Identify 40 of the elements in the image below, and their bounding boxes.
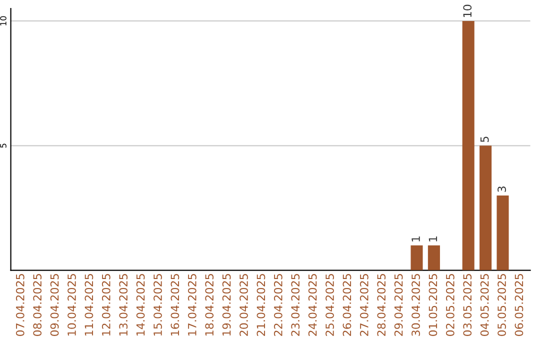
x-tick-label: 22.04.2025 — [274, 274, 282, 336]
x-tick-label: 25.04.2025 — [326, 274, 334, 336]
bar — [462, 20, 474, 270]
x-tick-label: 17.04.2025 — [188, 274, 196, 336]
x-tick-label: 16.04.2025 — [170, 274, 180, 336]
bar — [496, 196, 509, 270]
x-tick-label: 19.04.2025 — [222, 274, 231, 336]
x-tick-label: 11.04.2025 — [84, 274, 94, 336]
bar — [480, 146, 492, 270]
x-tick-label: 13.04.2025 — [119, 274, 128, 336]
x-tick-label: 07.04.2025 — [16, 274, 24, 336]
x-tick-label: 20.04.2025 — [240, 274, 248, 336]
bar — [428, 245, 440, 270]
x-tick-label: 14.04.2025 — [136, 274, 145, 336]
x-tick-label: 15.04.2025 — [154, 274, 162, 336]
data-label: 10 — [463, 4, 472, 17]
x-tick-label: 06.05.2025 — [514, 274, 524, 336]
x-tick-label: 10.04.2025 — [68, 274, 76, 336]
data-label: 1 — [428, 236, 438, 242]
bar — [410, 245, 423, 270]
x-tick-label: 01.05.2025 — [428, 274, 438, 336]
x-tick-label: 26.04.2025 — [342, 274, 352, 336]
x-tick-label: 04.05.2025 — [480, 274, 489, 336]
x-tick-label: 09.04.2025 — [50, 274, 59, 336]
x-tick-label: 08.04.2025 — [33, 274, 42, 336]
data-label: 1 — [412, 236, 420, 242]
x-tick-label: 28.04.2025 — [377, 274, 386, 336]
x-tick-label: 30.04.2025 — [412, 274, 420, 336]
x-tick-label: 02.05.2025 — [446, 274, 454, 336]
data-label: 3 — [498, 186, 506, 192]
x-tick-label: 29.04.2025 — [394, 274, 403, 336]
x-tick-label: 18.04.2025 — [205, 274, 214, 336]
x-tick-label: 03.05.2025 — [463, 274, 472, 336]
x-tick-label: 21.04.2025 — [256, 274, 266, 336]
x-tick-label: 05.05.2025 — [498, 274, 506, 336]
data-label: 5 — [480, 136, 489, 142]
x-tick-label: 24.04.2025 — [308, 274, 317, 336]
x-tick-label: 23.04.2025 — [291, 274, 300, 336]
x-tick-label: 12.04.2025 — [102, 274, 110, 336]
x-tick-label: 27.04.2025 — [360, 274, 368, 336]
